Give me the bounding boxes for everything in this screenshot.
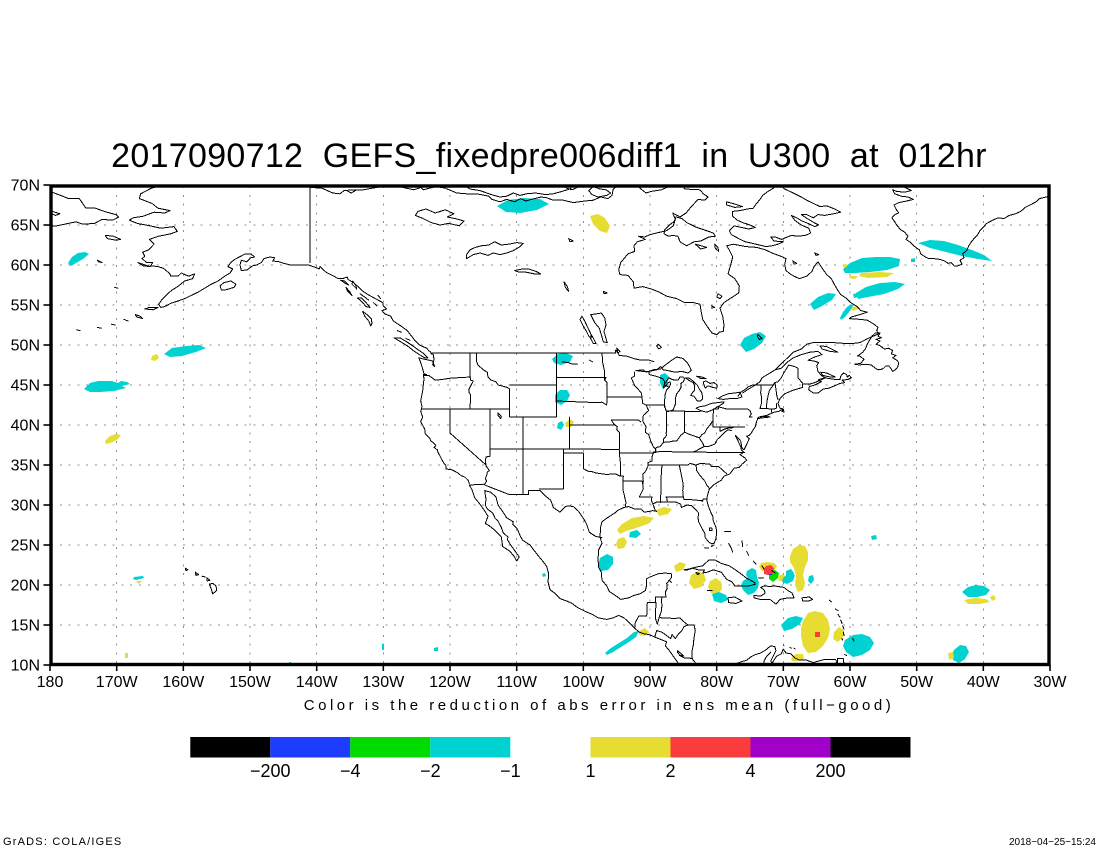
svg-text:60W: 60W [834,674,868,691]
svg-text:50W: 50W [900,674,934,691]
svg-text:70N: 70N [11,178,40,195]
svg-text:150W: 150W [229,674,272,691]
svg-text:15N: 15N [11,618,40,635]
svg-text:65N: 65N [11,218,40,235]
svg-text:1: 1 [585,761,595,781]
svg-text:4: 4 [745,761,755,781]
svg-text:GrADS: COLA/IGES: GrADS: COLA/IGES [3,836,122,848]
svg-text:80W: 80W [700,674,734,691]
svg-text:35N: 35N [11,458,40,475]
svg-text:90W: 90W [634,674,668,691]
svg-text:110W: 110W [496,674,538,691]
svg-text:Color is the reduction of abs: Color is the reduction of abs error in e… [304,697,894,714]
svg-text:−4: −4 [340,761,361,781]
svg-text:2: 2 [665,761,675,781]
svg-text:130W: 130W [362,674,405,691]
svg-text:−2: −2 [420,761,441,781]
svg-text:2017090712 GEFS_fixedpre006di: 2017090712 GEFS_fixedpre006diff1 in U300… [111,137,987,175]
svg-text:20N: 20N [11,578,40,595]
svg-text:55N: 55N [11,298,40,315]
svg-text:140W: 140W [296,674,339,691]
svg-text:120W: 120W [429,674,472,691]
svg-text:170W: 170W [96,674,139,691]
svg-text:100W: 100W [562,674,605,691]
svg-text:45N: 45N [11,378,40,395]
svg-text:180: 180 [37,674,64,691]
svg-text:200: 200 [815,761,845,781]
svg-text:−1: −1 [500,761,521,781]
svg-text:30W: 30W [1034,674,1068,691]
svg-text:−200: −200 [250,761,291,781]
svg-text:60N: 60N [11,258,40,275]
svg-text:30N: 30N [11,498,40,515]
svg-text:25N: 25N [11,538,40,555]
svg-text:40N: 40N [11,418,40,435]
svg-text:70W: 70W [767,674,801,691]
svg-text:10N: 10N [11,658,40,675]
svg-text:2018−04−25−15:24: 2018−04−25−15:24 [1009,837,1096,848]
svg-text:40W: 40W [967,674,1001,691]
svg-text:160W: 160W [162,674,205,691]
svg-text:50N: 50N [11,338,40,355]
